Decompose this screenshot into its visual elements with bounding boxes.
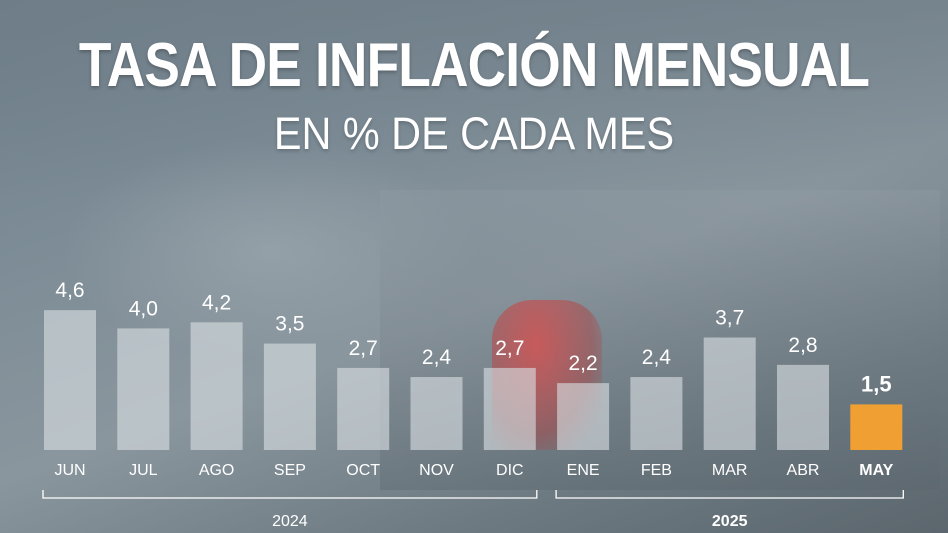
category-label: JUN [54,462,85,479]
data-label: 3,7 [715,307,744,330]
category-label: NOV [419,462,454,479]
bar [337,367,390,450]
category-label: OCT [346,462,380,479]
bar [410,377,463,450]
bar [117,328,170,450]
bar [777,364,829,450]
year-label: 2024 [272,513,308,530]
data-label: 2,2 [568,352,597,375]
data-label: 1,5 [861,371,892,396]
category-label: SEP [274,462,306,479]
data-label: 3,5 [275,313,304,336]
category-label: AGO [199,462,235,479]
bar [850,404,903,450]
category-label: MAR [712,462,748,479]
bar [483,367,536,450]
data-label: 2,4 [642,346,672,369]
chart-title: TASA DE INFLACIÓN MENSUAL [78,31,870,100]
data-label: 2,4 [422,346,452,369]
data-label: 2,7 [495,337,524,360]
bar [703,337,756,450]
data-label: 4,2 [202,291,231,314]
data-label: 2,7 [349,337,378,360]
year-bracket [555,490,904,499]
chart-subtitle: EN % DE CADA MES [273,108,675,159]
data-label: 2,8 [788,334,817,357]
category-label: ENE [567,462,600,479]
category-label: DIC [496,462,524,479]
category-label: FEB [641,462,672,479]
bar [190,322,243,450]
category-label: JUL [129,462,158,479]
category-label: ABR [787,462,820,479]
data-label: 4,0 [129,297,158,320]
year-bracket [42,490,538,499]
year-label: 2025 [712,513,748,530]
bar [557,383,610,450]
data-label: 4,6 [55,279,84,302]
bar [263,343,316,450]
bar [630,377,683,450]
category-label: MAY [859,462,893,479]
bar [44,310,96,450]
